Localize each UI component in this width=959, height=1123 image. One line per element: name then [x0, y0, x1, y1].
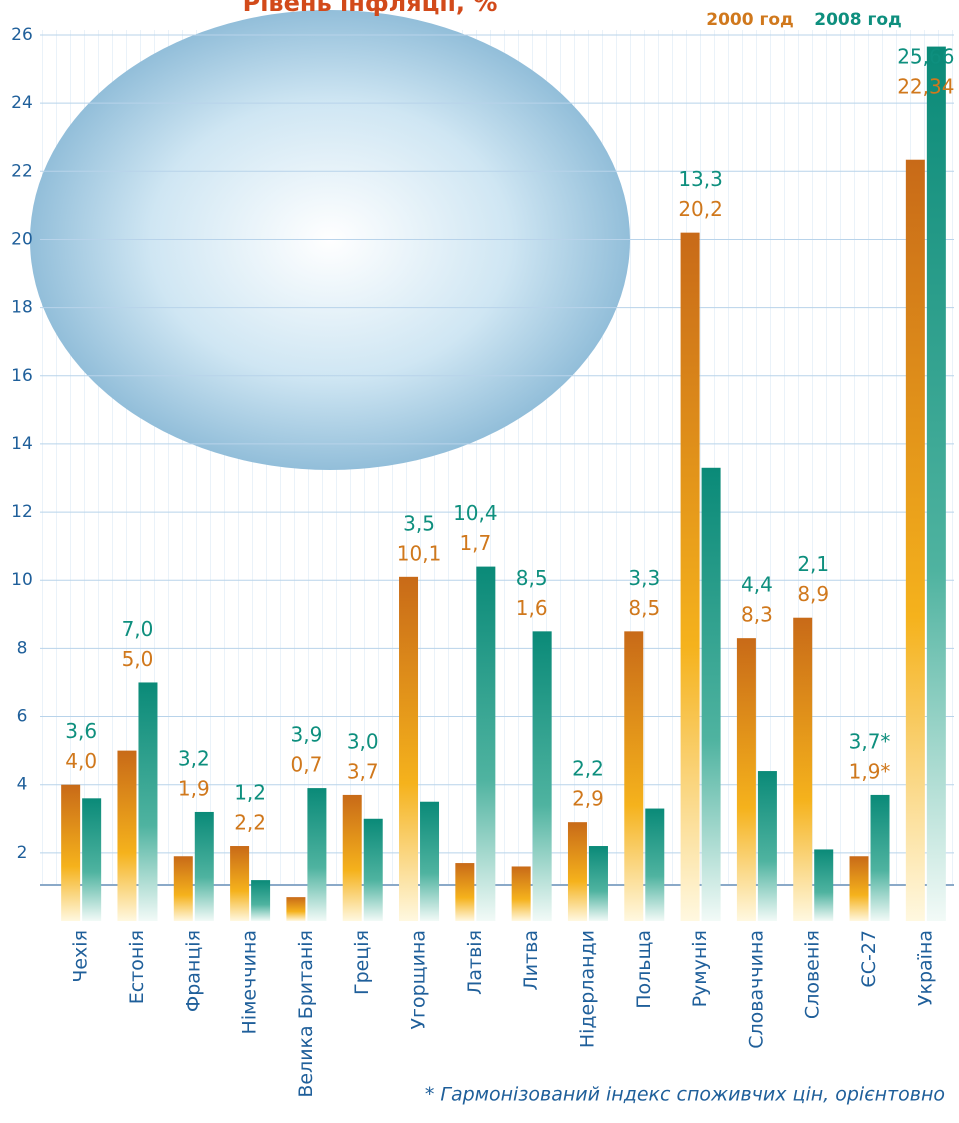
value-label: 22,34 — [897, 75, 954, 99]
value-label: 3,7* — [849, 729, 891, 753]
footnote: * Гармонізований індекс споживчих цін, о… — [425, 1084, 945, 1106]
bar — [174, 856, 193, 921]
bar — [850, 856, 869, 921]
bar — [681, 233, 700, 921]
bar — [624, 631, 643, 921]
bar — [251, 880, 270, 921]
bar — [364, 819, 383, 921]
bar — [307, 788, 326, 921]
x-tick-label: Словаччина — [745, 930, 767, 1049]
value-label: 3,0 — [347, 729, 379, 753]
x-tick-label: Нідерланди — [576, 930, 598, 1048]
bar — [195, 812, 214, 921]
bar — [476, 567, 495, 921]
bar — [568, 822, 587, 921]
value-label: 10,1 — [397, 541, 442, 565]
bar — [138, 682, 157, 921]
value-label: 2,1 — [797, 552, 829, 576]
chart-title: Рівень інфляції, % — [243, 0, 498, 17]
bar — [702, 468, 721, 921]
x-tick-label: Франція — [182, 930, 204, 1012]
x-tick-label: Чехія — [70, 930, 92, 983]
value-label: 1,2 — [234, 781, 266, 805]
value-label: 3,6 — [65, 719, 97, 743]
y-tick-label: 12 — [11, 502, 33, 522]
value-label: 8,5 — [628, 596, 660, 620]
bar — [343, 795, 362, 921]
x-tick-label: Велика Британія — [295, 930, 317, 1098]
y-tick-label: 10 — [11, 570, 33, 590]
y-tick-label: 22 — [11, 161, 33, 181]
x-tick-label: Румунія — [689, 930, 711, 1007]
value-label: 2,2 — [234, 811, 266, 835]
legend-label: 2000 год — [706, 10, 794, 30]
x-tick-label: Німеччина — [239, 930, 261, 1034]
value-label: 4,0 — [65, 749, 97, 773]
x-tick-label: Латвія — [464, 930, 486, 995]
y-tick-label: 26 — [11, 25, 33, 45]
value-label: 7,0 — [122, 617, 154, 641]
value-label: 0,7 — [291, 753, 323, 777]
value-label: 10,4 — [453, 501, 498, 525]
value-label: 2,2 — [572, 757, 604, 781]
y-tick-label: 24 — [11, 93, 33, 113]
value-label: 1,9* — [849, 759, 891, 783]
y-tick-label: 4 — [17, 775, 28, 795]
bar — [871, 795, 890, 921]
bar — [814, 849, 833, 921]
bar — [286, 897, 305, 921]
value-label: 8,5 — [516, 566, 548, 590]
value-label: 2,9 — [572, 787, 604, 811]
value-label: 3,3 — [628, 566, 660, 590]
value-label: 13,3 — [678, 167, 723, 191]
x-tick-label: Словенія — [802, 930, 824, 1019]
value-label: 8,3 — [741, 603, 773, 627]
x-tick-label: Угорщина — [408, 930, 430, 1030]
value-label: 4,4 — [741, 573, 773, 597]
bar — [793, 618, 812, 921]
y-tick-label: 18 — [11, 298, 33, 318]
y-tick-label: 16 — [11, 366, 33, 386]
value-label: 25,66 — [897, 45, 954, 69]
bar — [455, 863, 474, 921]
value-label: 3,2 — [178, 746, 210, 770]
bar — [533, 631, 552, 921]
bar — [737, 638, 756, 921]
x-tick-label: Естонія — [126, 930, 148, 1004]
x-tick-label: Польща — [633, 930, 655, 1009]
y-tick-label: 8 — [17, 638, 28, 658]
x-tick-label: Україна — [914, 930, 936, 1006]
y-tick-label: 2 — [17, 843, 28, 863]
bar — [758, 771, 777, 921]
bar — [420, 802, 439, 921]
value-label: 3,5 — [403, 511, 435, 535]
x-tick-label: Греція — [351, 930, 373, 995]
bar — [512, 866, 531, 921]
bar — [82, 798, 101, 921]
y-tick-label: 14 — [11, 434, 33, 454]
bar — [117, 751, 136, 921]
value-label: 3,7 — [347, 759, 379, 783]
chart: Рівень інфляції, % 2000 год 2008 год * Г… — [0, 0, 959, 1123]
value-label: 1,7 — [459, 531, 491, 555]
y-tick-label: 20 — [11, 229, 33, 249]
legend-label: 2008 год — [814, 10, 902, 30]
bar — [399, 577, 418, 921]
value-label: 1,9 — [178, 776, 210, 800]
bar — [927, 47, 946, 921]
value-label: 8,9 — [797, 582, 829, 606]
bar — [589, 846, 608, 921]
bar — [230, 846, 249, 921]
value-label: 1,6 — [516, 596, 548, 620]
value-label: 5,0 — [122, 647, 154, 671]
bar — [61, 785, 80, 921]
x-tick-label: Литва — [520, 930, 542, 991]
value-label: 20,2 — [678, 197, 723, 221]
y-tick-label: 6 — [17, 707, 28, 727]
photo-background — [30, 10, 630, 470]
x-tick-label: ЄС-27 — [858, 930, 880, 988]
value-label: 3,9 — [291, 723, 323, 747]
bar — [906, 160, 925, 921]
bar — [645, 809, 664, 921]
